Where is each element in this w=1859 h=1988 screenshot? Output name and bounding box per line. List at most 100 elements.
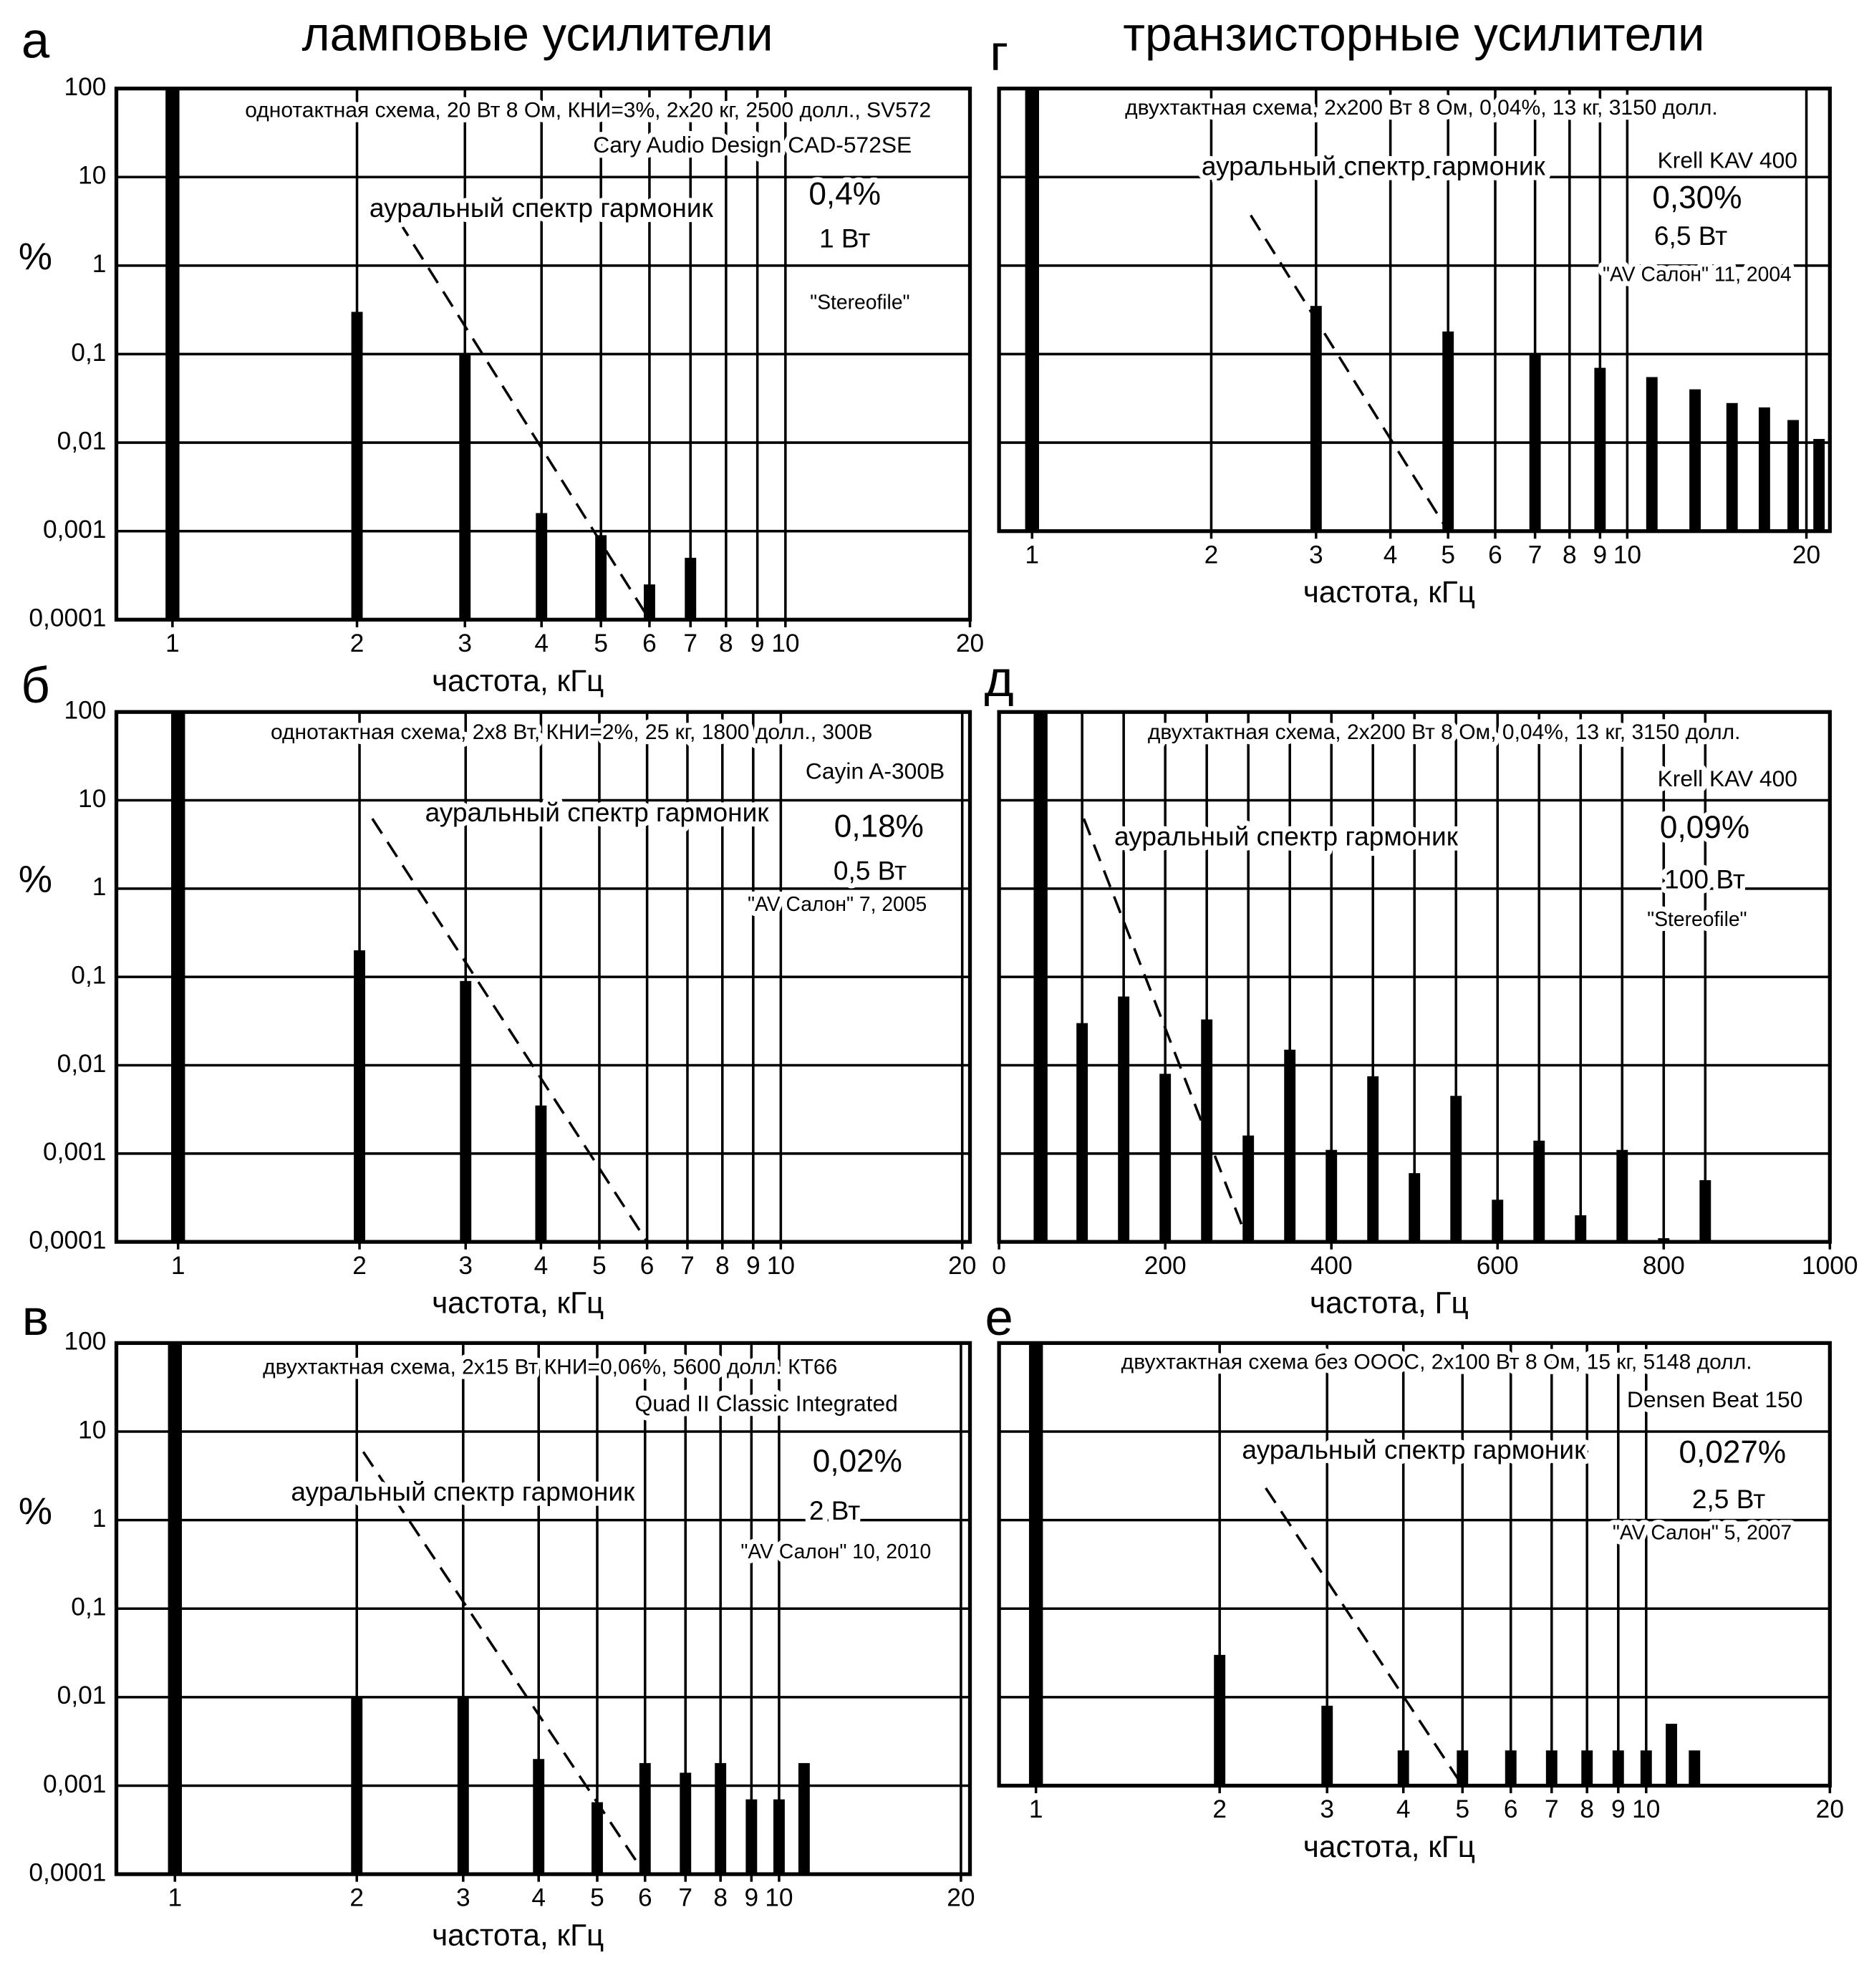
bar [1699,1179,1711,1242]
x-axis-label: частота, Гц [1310,1286,1469,1320]
annotation: двухтактная схема без ОООС, 2х100 Вт 8 О… [1121,1351,1752,1374]
annotation: аурaльный спектр гармоник [425,797,770,827]
bar [1442,331,1454,531]
x-tick-label: 5 [594,629,608,657]
x-tick-label: 1 [1025,541,1039,569]
x-tick-label: 3 [1309,541,1323,569]
bar [1581,1750,1593,1786]
x-axis-label: частота, кГц [432,1286,604,1320]
bar [457,1697,469,1875]
bar [170,712,185,1242]
bar [1545,1750,1558,1786]
annotation: 0,027% [1679,1434,1787,1470]
x-tick-label: 5 [1455,1795,1469,1823]
annotation: аурaльный спектр гармоник [1202,151,1546,181]
annotation: 0,18% [834,809,924,844]
x-tick-label: 9 [750,629,765,657]
x-tick-label: 1000 [1802,1252,1858,1280]
y-tick-label: 1 [92,250,107,278]
annotation: 6,5 Вт [1654,221,1727,251]
y-tick-label: 10 [78,785,106,813]
plot-frame [997,1341,1832,1788]
y-tick-label: 100 [64,73,106,101]
bar [685,557,697,620]
x-tick-label: 800 [1643,1252,1685,1280]
column-title: транзисторные усилители [1123,8,1704,62]
bar [1159,1073,1172,1242]
x-tick-label: 5 [1441,541,1455,569]
bar [1787,420,1799,531]
aural-line [1082,818,1250,1242]
bar [536,513,548,620]
x-tick-label: 2 [1204,541,1219,569]
x-tick-label: 3 [1320,1795,1334,1823]
x-tick-label: 200 [1144,1252,1187,1280]
bar [354,950,365,1242]
y-tick-label: 0,1 [71,339,106,367]
bar [1575,1215,1587,1242]
bar [1492,1200,1504,1242]
bar [533,1759,545,1875]
bar [643,584,655,620]
bar [639,1762,651,1875]
y-tick-label: 100 [64,1328,106,1356]
x-tick-label: 6 [1488,541,1502,569]
x-tick-label: 1 [1029,1795,1043,1823]
plot-frame [997,86,1832,534]
annotation: 100 Вт [1664,864,1745,894]
bar [1689,1750,1701,1786]
annotation: "Stereofile" [1647,907,1747,930]
bar [1310,306,1322,531]
annotation: 0,4% [808,176,881,211]
annotation: 0,30% [1652,180,1742,216]
x-tick-label: 20 [956,629,984,657]
bar [1326,1149,1338,1242]
bar [351,1697,363,1875]
bar [1028,1343,1043,1786]
aural-line [1250,214,1449,532]
aural-line [1265,1487,1464,1787]
x-tick-label: 5 [592,1252,607,1280]
bar [1533,1140,1545,1242]
bar [1505,1750,1517,1786]
x-tick-label: 6 [640,1252,655,1280]
y-axis-label: % [19,1490,52,1533]
annotation: "AV Салон" 10, 2010 [740,1540,931,1563]
column-title: ламповые усилители [301,8,773,62]
bar [1758,407,1770,531]
annotation: Cary Audio Design CAD-572SE [593,132,912,158]
x-tick-label: 10 [1613,541,1641,569]
x-tick-label: 5 [590,1884,604,1912]
x-tick-label: 4 [1396,1795,1411,1823]
x-tick-label: 10 [767,1252,795,1280]
bar [165,88,180,620]
bar [1813,438,1825,531]
x-tick-label: 1 [165,629,180,657]
bar [1612,1750,1624,1786]
x-tick-label: 10 [1632,1795,1660,1823]
x-tick-label: 3 [456,1884,470,1912]
x-tick-label: 20 [948,1252,976,1280]
annotation: двухтактная схема, 2х15 Вт КНИ=0,06%, 56… [263,1356,837,1379]
annotation: аурaльный спектр гармоник [1114,821,1459,851]
x-tick-label: 600 [1477,1252,1519,1280]
bar [460,980,472,1242]
bar [351,312,363,620]
annotation: однотактная схема, 20 Вт 8 Ом, КНИ=3%, 2… [245,98,931,122]
bar [1640,1750,1652,1786]
x-tick-label: 1 [171,1252,185,1280]
bar [1033,712,1048,1242]
panel-label: д [985,650,1014,707]
y-tick-label: 0,001 [43,1770,106,1798]
x-tick-label: 6 [638,1884,652,1912]
bar [595,535,607,620]
x-tick-label: 20 [947,1884,975,1912]
x-tick-label: 9 [746,1252,760,1280]
x-axis-label: частота, кГц [1303,1830,1475,1863]
panel-label: г [990,24,1008,81]
x-tick-label: 3 [458,629,472,657]
bar [1367,1076,1379,1242]
aural-line [371,818,649,1243]
x-tick-label: 8 [719,629,733,657]
